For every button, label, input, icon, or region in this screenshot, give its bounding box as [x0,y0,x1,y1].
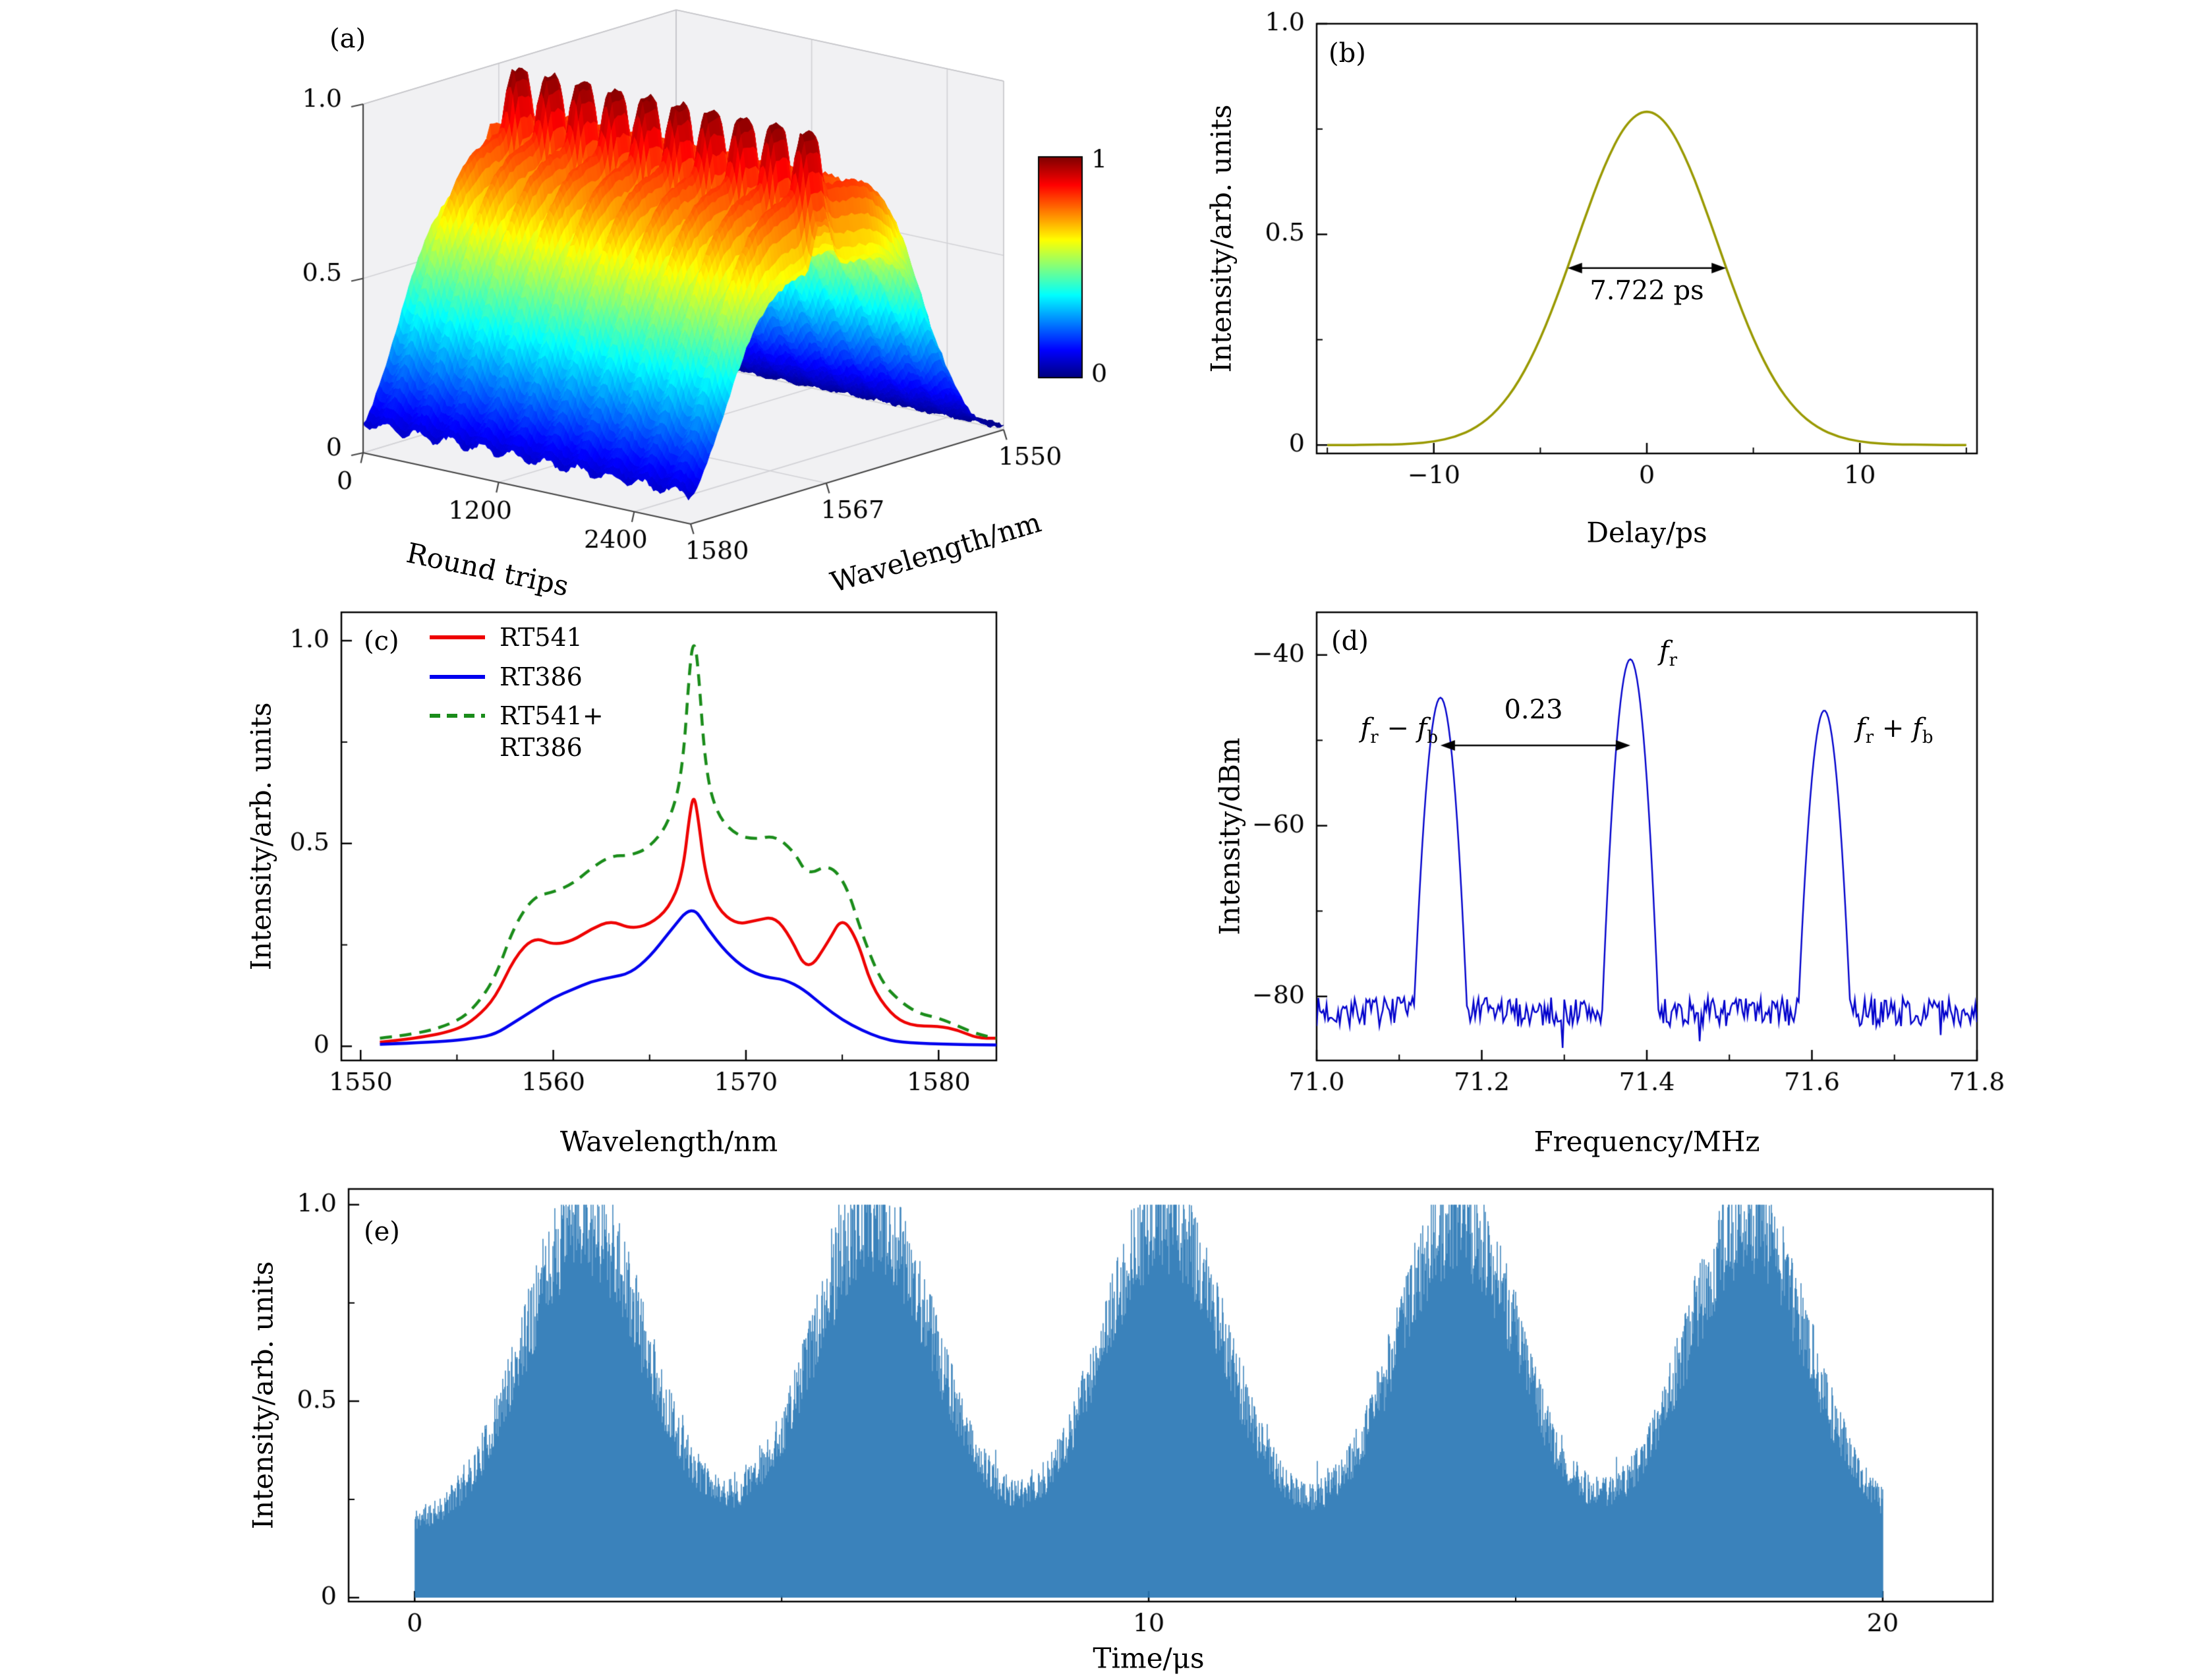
legend-line-sample [430,714,485,718]
peak-frequency-label: fr − fb [1360,712,1439,747]
legend-entry: RT541+ RT386 [430,701,604,763]
legend-label: RT541+ RT386 [500,701,604,762]
x-axis-label-time: Time/μs [1093,1642,1205,1675]
legend-entry: RT386 [430,662,604,693]
peak-frequency-label: fr + fb [1855,712,1933,747]
legend-line-sample [430,635,485,639]
legend-label: RT386 [500,662,583,691]
y-axis-label-intensity-c: Intensity/arb. units [244,702,277,971]
panel-label-d: (d) [1331,626,1369,656]
legend-line-sample [430,674,485,679]
annotation-frequency-spacing: 0.23 [1504,695,1563,725]
panel-label-c: (c) [364,626,399,656]
annotation-pulse-width: 7.722 ps [1589,275,1704,306]
legend-label: RT541 [500,623,583,652]
legend-entry: RT541 [430,622,604,654]
x-axis-label-wavelength: Wavelength/nm [559,1125,778,1158]
panel-label-b: (b) [1329,38,1366,69]
y-axis-label-intensity-b: Intensity/arb. units [1205,104,1238,373]
y-axis-label-intensity-e: Intensity/arb. units [246,1261,279,1530]
panel-label-a: (a) [329,24,366,54]
x-axis-label-delay: Delay/ps [1586,516,1707,549]
x-axis-label-frequency: Frequency/MHz [1533,1125,1760,1158]
legend: RT541 RT386 RT541+ RT386 [430,622,604,771]
peak-frequency-label: fr [1659,636,1678,671]
panel-label-e: (e) [364,1217,400,1247]
y-axis-label-intensity-d: Intensity/dBm [1213,738,1246,935]
